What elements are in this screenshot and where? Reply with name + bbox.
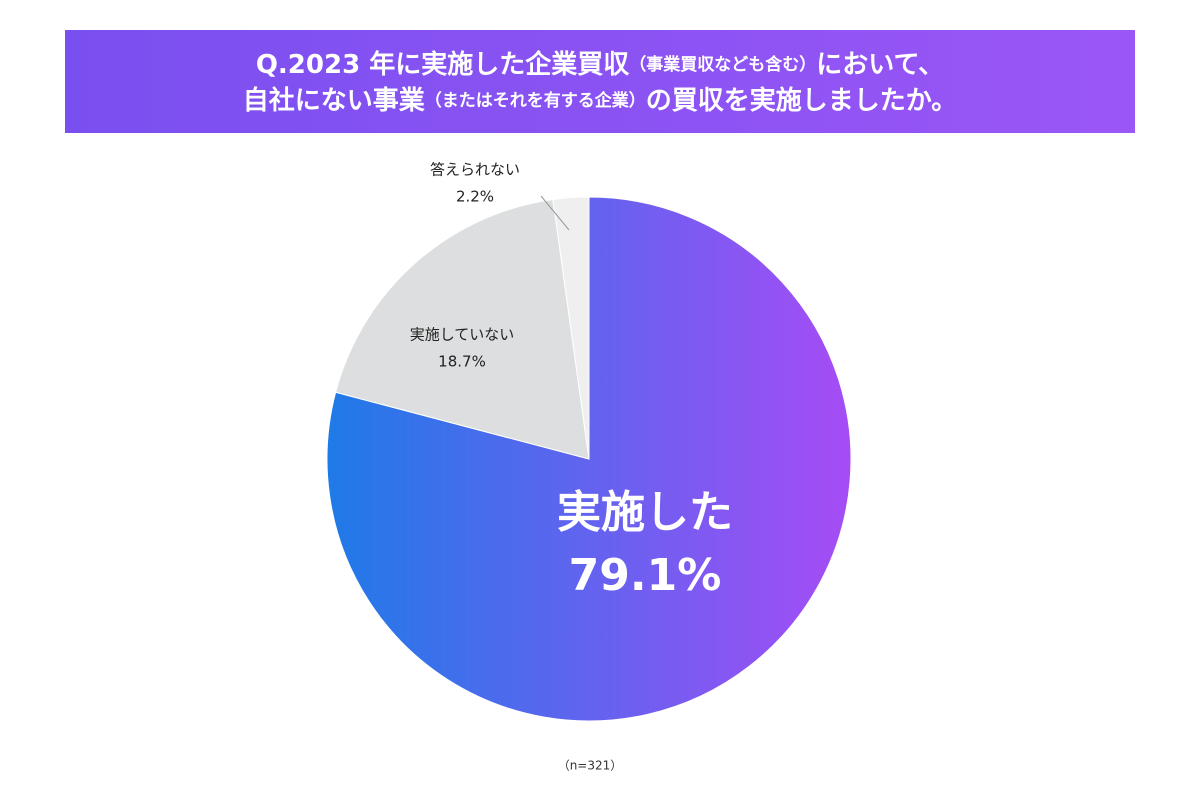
pie-slice bbox=[326, 196, 852, 722]
value-label: 2.2% bbox=[456, 188, 494, 206]
chart-title: 自社にない事業（またはそれを有する企業）の買収を実施しましたか。 bbox=[243, 85, 958, 116]
pie-slice bbox=[335, 198, 590, 460]
title-part: （またはそれを有する企業） bbox=[425, 90, 646, 111]
pie-slice bbox=[552, 196, 590, 460]
leader-line bbox=[540, 195, 570, 231]
value-label: 18.7% bbox=[438, 353, 486, 371]
note: （n=321） bbox=[558, 759, 623, 773]
title-box bbox=[65, 30, 1135, 133]
title-part: （事業買収なども含む） bbox=[629, 54, 816, 75]
title-part: の買収を実施しましたか。 bbox=[646, 85, 957, 116]
pie bbox=[326, 196, 852, 722]
title-part: Q.2023 年に実施した企業買収 bbox=[256, 49, 630, 80]
title-part: 自社にない事業 bbox=[243, 85, 425, 116]
value-label: 79.1% bbox=[569, 550, 722, 601]
title-part: において、 bbox=[816, 50, 944, 80]
slice-label: 実施した bbox=[557, 487, 733, 538]
slice-label: 答えられない bbox=[430, 161, 520, 179]
slice-label: 実施していない bbox=[410, 326, 515, 344]
chart-title: Q.2023 年に実施した企業買収（事業買収なども含む）において、 bbox=[256, 49, 944, 80]
